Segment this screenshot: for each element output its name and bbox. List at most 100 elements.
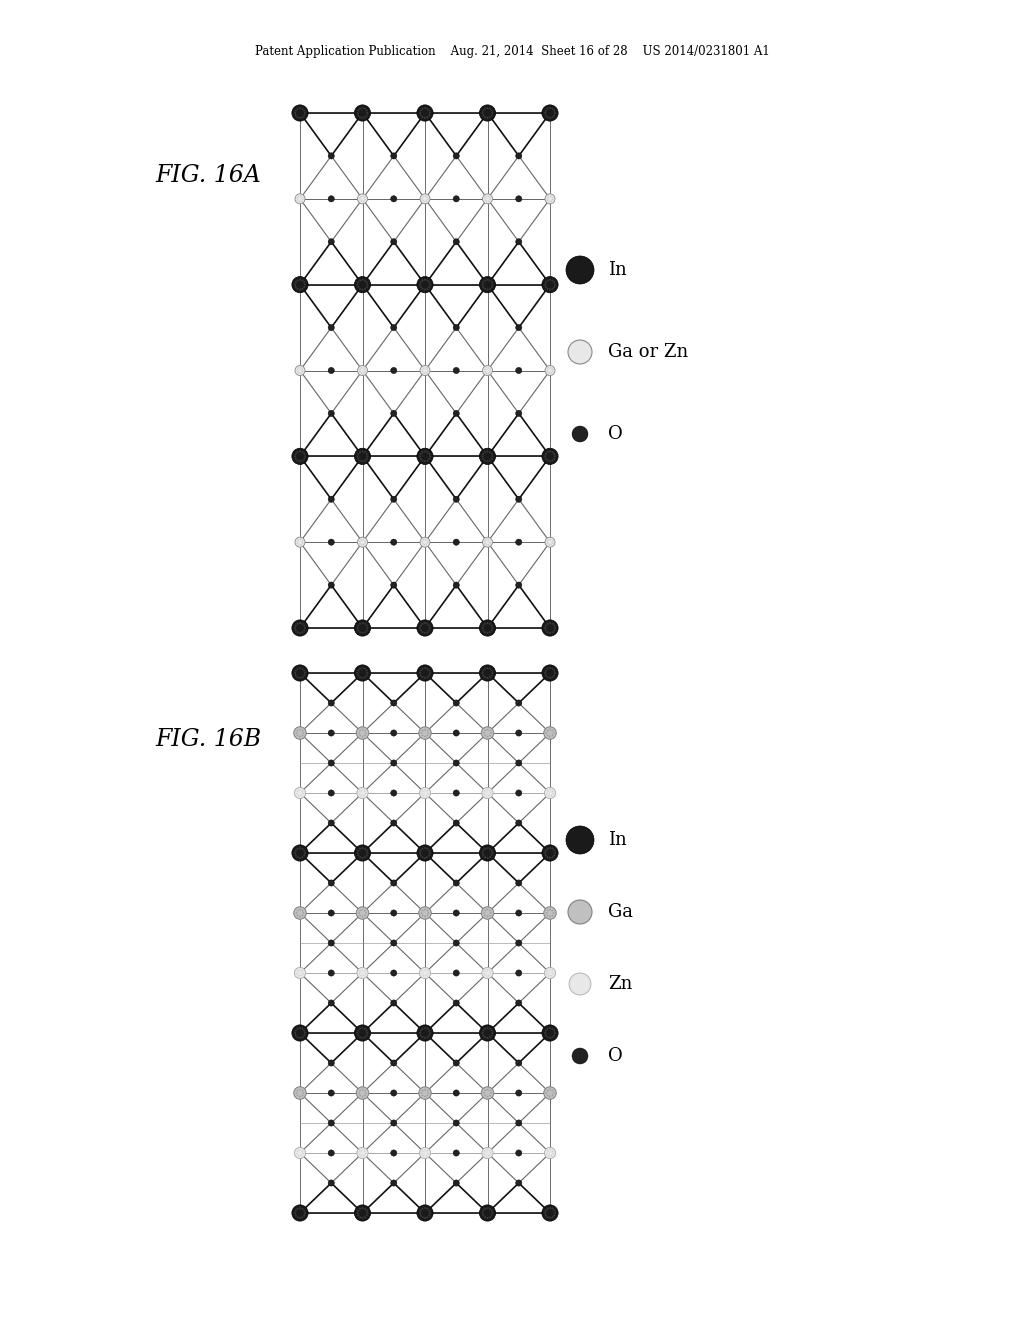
Circle shape [297,734,298,737]
Circle shape [552,1216,553,1218]
Circle shape [361,1208,364,1209]
Circle shape [303,630,305,631]
Circle shape [549,632,551,634]
Circle shape [356,455,358,457]
Circle shape [356,727,369,739]
Circle shape [490,110,493,111]
Circle shape [572,1048,588,1064]
Circle shape [356,627,358,628]
Circle shape [516,367,522,374]
Circle shape [554,112,556,114]
Circle shape [516,1150,522,1156]
Circle shape [489,540,490,541]
Circle shape [482,1035,484,1036]
Circle shape [299,916,301,917]
Circle shape [366,854,368,857]
Circle shape [549,201,550,202]
Circle shape [304,1032,306,1034]
Circle shape [422,915,424,916]
Circle shape [423,795,425,796]
Circle shape [292,665,308,681]
Circle shape [302,912,304,913]
Circle shape [549,1038,551,1039]
Circle shape [553,458,555,459]
Circle shape [427,543,428,544]
Circle shape [488,795,489,796]
Circle shape [420,458,422,459]
Circle shape [294,787,305,799]
Circle shape [492,284,494,285]
Circle shape [356,284,358,285]
Circle shape [301,459,303,462]
Circle shape [489,734,490,737]
Circle shape [552,970,553,972]
Circle shape [486,667,488,669]
Circle shape [484,915,486,916]
Circle shape [490,1209,493,1212]
Circle shape [419,1086,431,1100]
Circle shape [547,371,548,372]
Circle shape [359,197,360,199]
Circle shape [294,1212,296,1214]
Circle shape [428,669,430,672]
Circle shape [552,793,554,795]
Circle shape [357,1035,359,1036]
Circle shape [424,729,426,730]
Circle shape [390,999,397,1006]
Circle shape [295,1214,297,1217]
Circle shape [544,727,556,739]
Circle shape [328,1060,335,1067]
Circle shape [304,112,306,114]
Circle shape [364,668,366,669]
Circle shape [481,284,483,285]
Circle shape [421,1154,423,1155]
Circle shape [364,857,366,858]
Circle shape [422,199,423,201]
Circle shape [390,760,397,766]
Circle shape [390,730,397,737]
Circle shape [424,450,426,453]
Circle shape [424,677,426,678]
Circle shape [356,112,358,114]
Circle shape [366,630,368,631]
Circle shape [360,539,361,540]
Circle shape [484,541,485,543]
Circle shape [427,1090,428,1092]
Circle shape [359,288,361,290]
Circle shape [422,1028,424,1030]
Circle shape [552,857,553,858]
Circle shape [303,675,305,676]
Circle shape [547,847,549,850]
Circle shape [426,280,428,281]
Circle shape [298,195,299,197]
Circle shape [545,110,547,111]
Circle shape [428,1030,430,1031]
Circle shape [454,325,460,331]
Text: O: O [608,425,623,444]
Circle shape [547,541,548,543]
Circle shape [298,975,299,977]
Circle shape [483,1092,485,1094]
Circle shape [420,286,422,288]
Circle shape [424,632,426,634]
Circle shape [549,735,551,738]
Circle shape [545,1030,547,1031]
Circle shape [423,367,425,368]
Circle shape [516,239,522,246]
Circle shape [365,1094,366,1097]
Circle shape [366,453,368,455]
Circle shape [359,459,361,462]
Circle shape [486,1089,488,1090]
Circle shape [427,1152,429,1155]
Circle shape [419,851,421,854]
Circle shape [482,968,494,978]
Circle shape [367,851,369,854]
Circle shape [328,539,335,545]
Circle shape [366,675,368,676]
Circle shape [361,916,364,917]
Circle shape [295,854,297,857]
Circle shape [366,669,368,672]
Circle shape [422,451,424,453]
Circle shape [484,676,486,678]
Circle shape [294,968,305,978]
